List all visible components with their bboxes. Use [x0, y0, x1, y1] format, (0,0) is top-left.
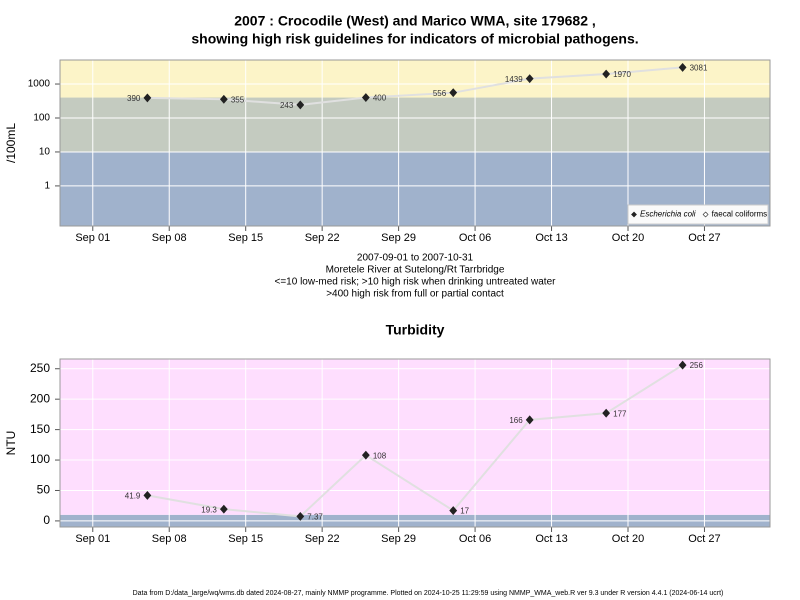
plot-frame — [59, 59, 771, 227]
data-point — [219, 504, 228, 514]
value-label: 17 — [460, 507, 469, 516]
data-point — [143, 93, 152, 103]
data-point — [361, 93, 370, 102]
legend-marker — [702, 211, 709, 218]
x-tick-label: Oct 27 — [688, 533, 720, 545]
x-tick-label: Oct 06 — [459, 533, 491, 545]
legend-label: Escherichia coli — [640, 210, 696, 219]
value-label: 556 — [433, 89, 447, 98]
data-point — [525, 415, 534, 425]
y-axis-label: NTU — [4, 431, 18, 456]
legend-box — [627, 204, 769, 225]
x-tick-label: Oct 06 — [459, 232, 491, 244]
footer: Data from D:/data_large/wq/wms.db dated … — [133, 590, 724, 597]
data-point — [602, 69, 611, 79]
data-point — [296, 100, 305, 110]
value-label: 166 — [509, 416, 523, 425]
y-tick-label: 0 — [43, 513, 50, 527]
y-axis-label: /100mL — [4, 123, 18, 163]
x-tick-label: Oct 13 — [535, 232, 567, 244]
data-point — [219, 94, 228, 104]
x-tick-label: Sep 29 — [381, 533, 416, 545]
risk-band — [60, 60, 770, 98]
legend-marker — [631, 211, 637, 218]
annotation: <=10 low-med risk; >10 high risk when dr… — [275, 277, 557, 288]
value-label: 7.37 — [307, 513, 323, 522]
x-tick-label: Oct 27 — [688, 232, 720, 244]
annotation: >400 high risk from full or partial cont… — [326, 289, 504, 300]
value-label: 41.9 — [125, 492, 141, 501]
title-line: 2007 : Crocodile (West) and Marico WMA, … — [234, 13, 596, 29]
x-tick-label: Sep 15 — [228, 232, 263, 244]
annotation: 2007-09-01 to 2007-10-31 — [357, 253, 474, 264]
value-label: 400 — [373, 94, 387, 103]
data-point — [361, 450, 370, 460]
x-tick-label: Sep 22 — [305, 232, 340, 244]
data-point — [678, 62, 687, 72]
y-tick-label: 200 — [30, 391, 50, 405]
data-point — [296, 511, 305, 521]
chart-title: Turbidity — [386, 322, 445, 338]
legend: Escherichia coli faecal coliforms — [627, 204, 769, 225]
data-point — [602, 408, 611, 418]
data-point — [143, 490, 152, 500]
x-tick-label: Oct 20 — [612, 533, 644, 545]
value-label: 108 — [373, 451, 387, 460]
x-tick-label: Sep 22 — [305, 533, 340, 545]
x-tick-label: Sep 29 — [381, 232, 416, 244]
title-line: showing high risk guidelines for indicat… — [191, 31, 638, 47]
value-label: 256 — [690, 361, 704, 370]
data-point — [449, 506, 458, 516]
y-tick-label: 150 — [30, 422, 50, 436]
x-tick-label: Sep 01 — [75, 232, 110, 244]
value-label: 1970 — [613, 70, 631, 79]
plot-frame — [59, 358, 771, 528]
value-label: 19.3 — [201, 505, 217, 514]
series-line — [147, 66, 683, 106]
x-tick-label: Sep 08 — [152, 533, 187, 545]
y-tick-label: 100 — [33, 113, 50, 124]
value-label: 177 — [613, 409, 627, 418]
x-tick-label: Oct 20 — [612, 232, 644, 244]
y-tick-label: 100 — [30, 452, 50, 466]
data-point — [449, 88, 458, 98]
y-tick-label: 10 — [39, 147, 51, 158]
risk-band — [60, 359, 770, 515]
series-line — [147, 364, 684, 518]
value-label: 355 — [231, 95, 245, 104]
y-tick-label: 250 — [30, 361, 50, 375]
y-tick-label: 1000 — [28, 79, 51, 90]
value-label: 243 — [280, 101, 294, 110]
risk-band — [60, 97, 770, 152]
x-tick-label: Oct 13 — [535, 533, 567, 545]
value-label: 1439 — [505, 75, 523, 84]
y-tick-label: 1 — [44, 181, 50, 192]
value-label: 390 — [127, 94, 141, 103]
y-tick-label: 50 — [37, 483, 51, 497]
annotation: Moretele River at Sutelong/Rt Tarrbridge — [326, 265, 505, 276]
x-tick-label: Sep 08 — [152, 232, 187, 244]
legend-label: faecal coliforms — [712, 210, 768, 219]
value-label: 3081 — [690, 64, 708, 73]
data-point — [678, 360, 687, 370]
x-tick-label: Sep 15 — [228, 533, 263, 545]
x-tick-label: Sep 01 — [75, 533, 110, 545]
data-point — [525, 74, 534, 84]
